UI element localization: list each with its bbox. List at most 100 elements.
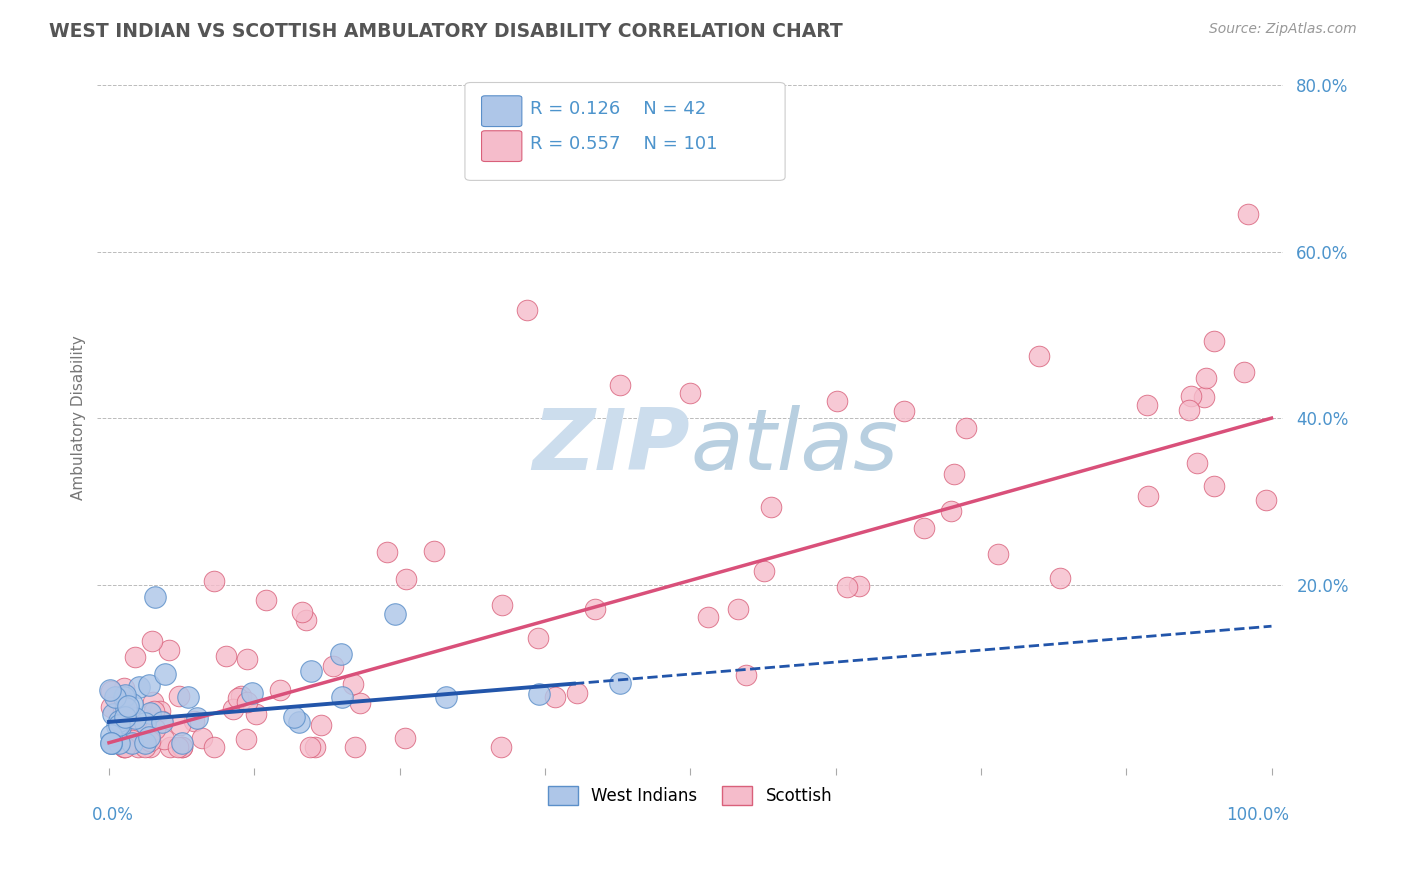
Point [112,681,135,695]
Point [235,732,257,747]
Point [177,690,200,705]
Point [167,689,190,703]
Point [240,686,263,700]
Point [112,705,135,719]
Point [245,706,267,721]
Point [120,725,142,739]
Point [100,736,122,750]
Point [825,393,848,408]
Point [342,677,364,691]
Point [153,732,176,747]
Point [117,698,139,713]
Point [529,687,551,701]
Point [1049,571,1071,585]
Point [1177,403,1199,417]
Point [112,690,135,704]
Point [1192,390,1215,404]
Point [157,643,180,657]
Point [202,574,225,588]
FancyBboxPatch shape [465,82,785,180]
Point [214,649,236,664]
Point [955,421,977,435]
Point [107,736,129,750]
Point [609,675,631,690]
Point [229,689,252,703]
Point [941,504,963,518]
Point [104,691,127,706]
Point [120,708,142,723]
Point [115,701,138,715]
Point [112,739,135,754]
Point [108,718,131,732]
Point [1195,370,1218,384]
Point [291,605,314,619]
Point [565,686,588,700]
Point [100,727,122,741]
Point [304,739,326,754]
Point [349,697,371,711]
Text: 0.0%: 0.0% [91,806,134,824]
Point [134,715,156,730]
Point [114,711,136,725]
Text: Source: ZipAtlas.com: Source: ZipAtlas.com [1209,22,1357,37]
Point [100,736,122,750]
Point [138,706,160,720]
Point [1185,456,1208,470]
Text: WEST INDIAN VS SCOTTISH AMBULATORY DISABILITY CORRELATION CHART: WEST INDIAN VS SCOTTISH AMBULATORY DISAB… [49,22,844,41]
Point [987,547,1010,561]
Point [131,722,153,736]
Point [375,545,398,559]
Point [170,735,193,749]
Point [516,302,538,317]
Point [121,732,143,747]
Point [288,715,311,730]
Point [942,467,965,481]
Point [172,739,194,754]
Point [226,691,249,706]
Point [679,386,702,401]
Point [384,607,406,621]
Point [202,739,225,754]
Point [609,377,631,392]
Point [104,690,127,705]
Point [186,711,208,725]
Point [100,736,122,750]
Point [149,705,172,719]
Point [322,659,344,673]
Point [150,714,173,728]
Point [735,668,758,682]
Point [527,631,550,645]
Point [103,706,125,721]
Point [299,664,322,678]
Text: R = 0.126    N = 42: R = 0.126 N = 42 [530,100,706,118]
Point [121,697,143,711]
Point [112,739,135,754]
Point [167,739,190,754]
Point [1028,349,1050,363]
Point [155,667,177,681]
Point [108,693,131,707]
Point [150,714,173,729]
Point [124,650,146,665]
Point [491,599,513,613]
Point [128,719,150,733]
Text: 100.0%: 100.0% [1226,806,1289,824]
Point [1232,366,1254,380]
Point [236,695,259,709]
Point [128,680,150,694]
Point [139,733,162,747]
Point [912,521,935,535]
Point [191,731,214,746]
Point [423,544,446,558]
Legend: West Indians, Scottish: West Indians, Scottish [541,780,839,812]
Text: atlas: atlas [690,405,898,488]
Point [170,739,193,754]
Point [124,711,146,725]
Point [142,704,165,718]
Point [1136,489,1159,503]
Point [835,581,858,595]
Point [1136,398,1159,412]
Point [434,690,457,704]
Point [330,690,353,705]
Point [112,698,135,712]
